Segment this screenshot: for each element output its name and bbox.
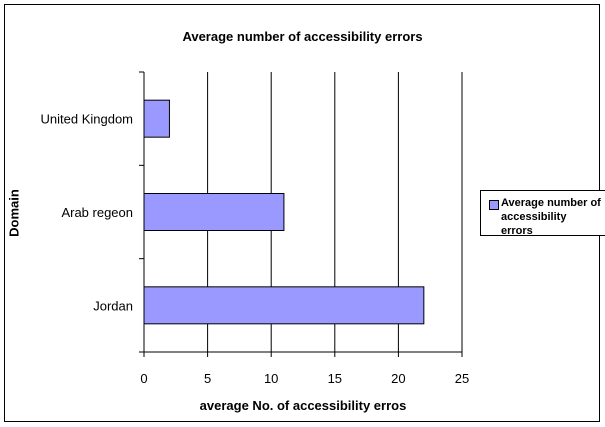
x-tick-label: 5 (204, 371, 211, 386)
y-tick-label: Arab regeon (61, 205, 133, 220)
y-axis-title: Domain (6, 189, 22, 237)
x-tick-label: 10 (264, 371, 278, 386)
bar (143, 286, 425, 325)
legend-label: Average number of accessibility errors (501, 197, 601, 237)
x-axis-title: average No. of accessibility erros (199, 398, 407, 413)
y-tick-label: Jordan (93, 298, 133, 313)
legend-swatch (489, 200, 499, 210)
x-tick-label: 15 (328, 371, 342, 386)
legend: Average number of accessibility errors (480, 190, 605, 237)
bar (143, 99, 170, 138)
x-tick-label: 25 (455, 371, 469, 386)
chart-title: Average number of accessibility errors (182, 29, 423, 44)
x-tick-label: 20 (391, 371, 405, 386)
bar (143, 193, 285, 231)
y-tick-label: United Kingdom (41, 112, 134, 127)
x-tick-label: 0 (140, 371, 147, 386)
